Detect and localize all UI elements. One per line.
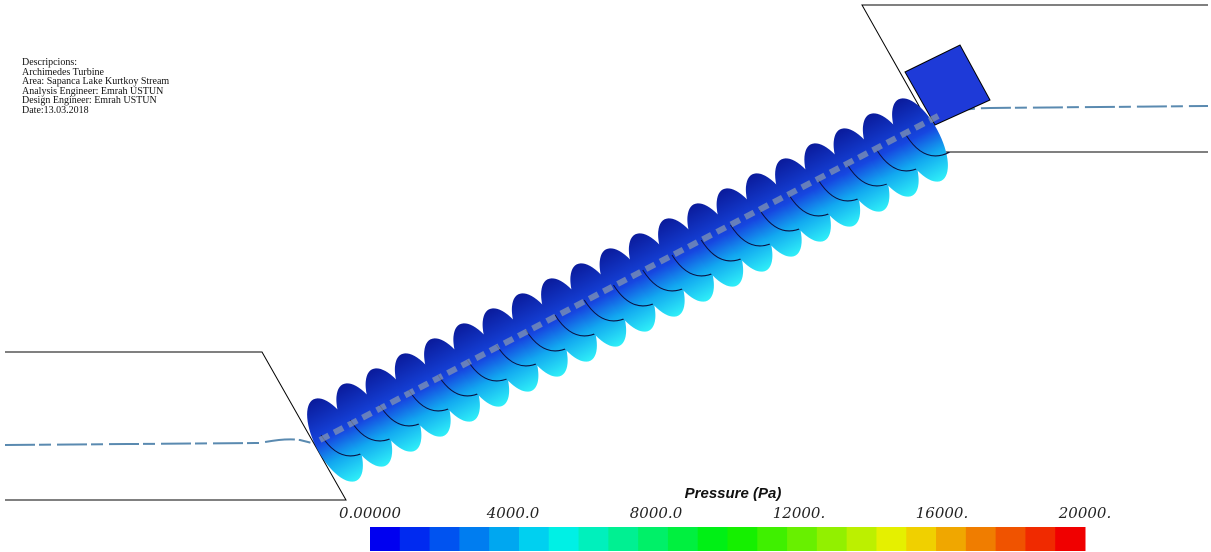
- description-line: Analysis Engineer: Emrah USTUN: [22, 85, 164, 97]
- colorbar-segment: [965, 527, 997, 551]
- turbine-blades: [307, 98, 951, 482]
- colorbar-segment: [489, 527, 520, 551]
- colorbar-segment: [727, 527, 758, 551]
- blade: [599, 248, 656, 332]
- colorbar-segment: [1025, 527, 1056, 551]
- blade: [424, 338, 480, 422]
- blade: [716, 188, 773, 272]
- colorbar-tick-label: 0.00000: [339, 504, 401, 522]
- blade: [862, 113, 919, 197]
- colorbar-segment: [370, 527, 401, 551]
- colorbar-segment: [757, 527, 788, 551]
- inlet-pipe: [904, 44, 991, 126]
- blade: [307, 398, 363, 482]
- colorbar-tick-label: 4000.0: [486, 504, 540, 522]
- colorbar-tick-label: 8000.0: [630, 504, 683, 522]
- colorbar-segment: [787, 527, 818, 551]
- colorbar-segment: [459, 527, 490, 551]
- shaft: [318, 112, 942, 443]
- blade: [336, 383, 393, 467]
- colorbar-segment: [995, 527, 1026, 551]
- blade: [628, 233, 685, 317]
- blade: [570, 263, 627, 347]
- blade: [745, 173, 802, 257]
- colorbar-segment: [638, 527, 669, 551]
- description-line: Descripcions:: [22, 57, 77, 68]
- colorbar-tick-label: 12000.: [773, 504, 826, 522]
- colorbar-segment: [399, 527, 431, 551]
- colorbar-segment: [697, 527, 728, 551]
- blade: [687, 203, 744, 287]
- description-line: Date:13.03.2018: [22, 104, 89, 116]
- blade: [365, 368, 422, 452]
- blade: [541, 278, 597, 362]
- blade: [775, 158, 831, 242]
- description-line: Area: Sapanca Lake Kurtkoy Stream: [22, 76, 170, 87]
- colorbar-segment: [816, 527, 848, 551]
- blade: [482, 308, 539, 392]
- colorbar-segment: [608, 527, 639, 551]
- description-line: Design Engineer: Emrah USTUN: [22, 95, 157, 106]
- legend-title: Pressure (Pa): [685, 485, 782, 502]
- colorbar-segment: [876, 527, 907, 551]
- colorbar-tick-label: 16000.: [916, 504, 969, 522]
- domain-outline: [5, 4, 1208, 501]
- colorbar-segment: [429, 527, 460, 551]
- blade: [453, 323, 510, 407]
- colorbar-segment: [518, 527, 550, 551]
- blade: [892, 98, 948, 182]
- colorbar-segment: [548, 527, 580, 551]
- colorbar-tick-label: 20000.: [1058, 504, 1112, 522]
- colorbar-segment: [846, 527, 877, 551]
- colorbar-segment: [1055, 527, 1086, 551]
- colorbar: 0.00000 4000.0 8000.0 12000. 16000. 20000.: [339, 504, 1111, 551]
- blade: [804, 143, 861, 227]
- colorbar-segment: [578, 527, 609, 551]
- blade: [511, 293, 568, 377]
- colorbar-segment: [906, 527, 937, 551]
- blade: [394, 353, 451, 437]
- colorbar-segment: [936, 527, 967, 551]
- description: Descripcions: Archimedes Turbine Area: Sap…: [22, 58, 169, 115]
- description-line: Archimedes Turbine: [22, 66, 104, 78]
- blade-edge: [905, 134, 951, 157]
- blade: [833, 128, 890, 212]
- colorbar-segment: [667, 527, 699, 551]
- blade: [658, 218, 714, 302]
